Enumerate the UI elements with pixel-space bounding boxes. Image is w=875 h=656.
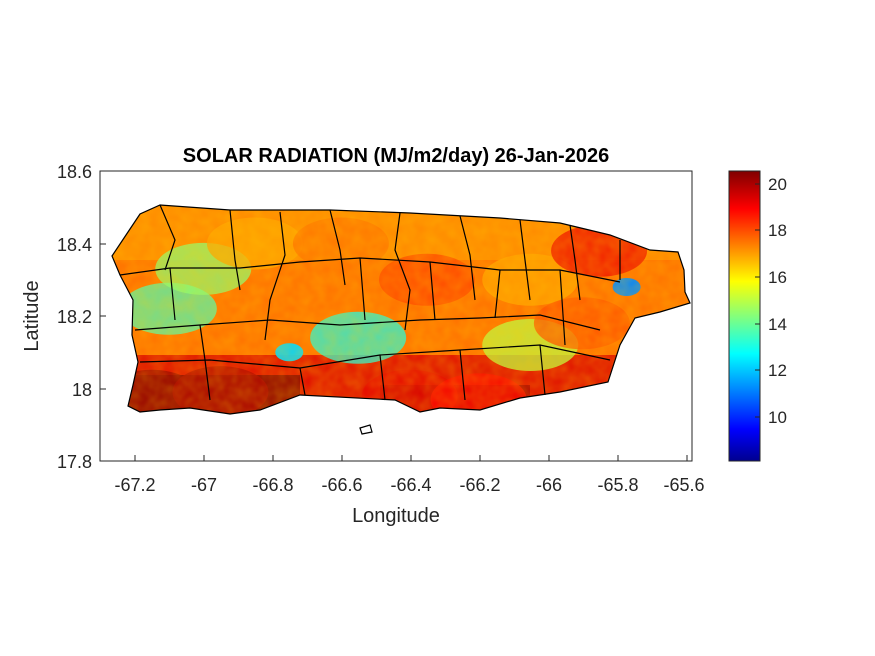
y-axis: 18.6 18.4 18.2 18 17.8 Latitude [21, 162, 106, 472]
x-axis: -67.2 -67 -66.8 -66.6 -66.4 -66.2 -66 -6… [114, 455, 705, 527]
x-tick-label: -65.8 [597, 475, 638, 495]
x-tick-label: -65.6 [663, 475, 704, 495]
x-tick-label: -66.2 [459, 475, 500, 495]
chart-title: SOLAR RADIATION (MJ/m2/day) 26-Jan-2026 [183, 145, 609, 167]
x-tick-label: -66 [536, 475, 562, 495]
colorbar-tick-label: 20 [768, 175, 787, 194]
colorbar: 20 18 16 14 12 10 [728, 170, 787, 462]
y-tick-label: 18 [72, 380, 92, 400]
y-axis-title: Latitude [21, 280, 43, 351]
x-tick-label: -66.8 [252, 475, 293, 495]
colorbar-gradient [728, 170, 761, 462]
y-tick-label: 18.2 [57, 307, 92, 327]
colorbar-tick-label: 16 [768, 268, 787, 287]
colorbar-tick-label: 12 [768, 361, 787, 380]
colorbar-tick-label: 18 [768, 221, 787, 240]
municipal-borders [111, 204, 691, 435]
colorbar-tick-label: 10 [768, 408, 787, 427]
heatmap-island [112, 205, 690, 414]
x-tick-label: -67.2 [114, 475, 155, 495]
x-tick-label: -66.6 [321, 475, 362, 495]
x-axis-title: Longitude [352, 505, 440, 527]
y-tick-label: 17.8 [57, 452, 92, 472]
x-tick-label: -66.4 [390, 475, 431, 495]
colorbar-tick-label: 14 [768, 315, 787, 334]
y-tick-label: 18.6 [57, 162, 92, 182]
x-tick-label: -67 [191, 475, 217, 495]
y-tick-label: 18.4 [57, 235, 92, 255]
